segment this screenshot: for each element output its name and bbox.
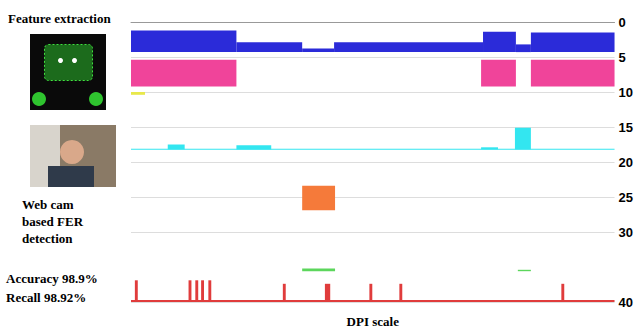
svg-text:30: 30: [619, 225, 633, 240]
svg-text:DPI scale: DPI scale: [347, 314, 400, 329]
svg-text:25: 25: [619, 190, 633, 205]
svg-text:40: 40: [619, 295, 633, 310]
svg-text:Web cam: Web cam: [22, 197, 77, 212]
svg-text:based FER: based FER: [22, 214, 86, 229]
svg-text:5: 5: [619, 50, 626, 65]
svg-text:Feature extraction: Feature extraction: [8, 11, 111, 26]
svg-text:15: 15: [619, 120, 633, 135]
svg-text:20: 20: [619, 155, 633, 170]
svg-text:Recall 98.92%: Recall 98.92%: [6, 290, 86, 305]
svg-text:10: 10: [619, 85, 633, 100]
svg-text:Accuracy 98.9%: Accuracy 98.9%: [6, 271, 98, 286]
svg-text:detection: detection: [22, 231, 73, 246]
svg-text:0: 0: [619, 15, 626, 30]
